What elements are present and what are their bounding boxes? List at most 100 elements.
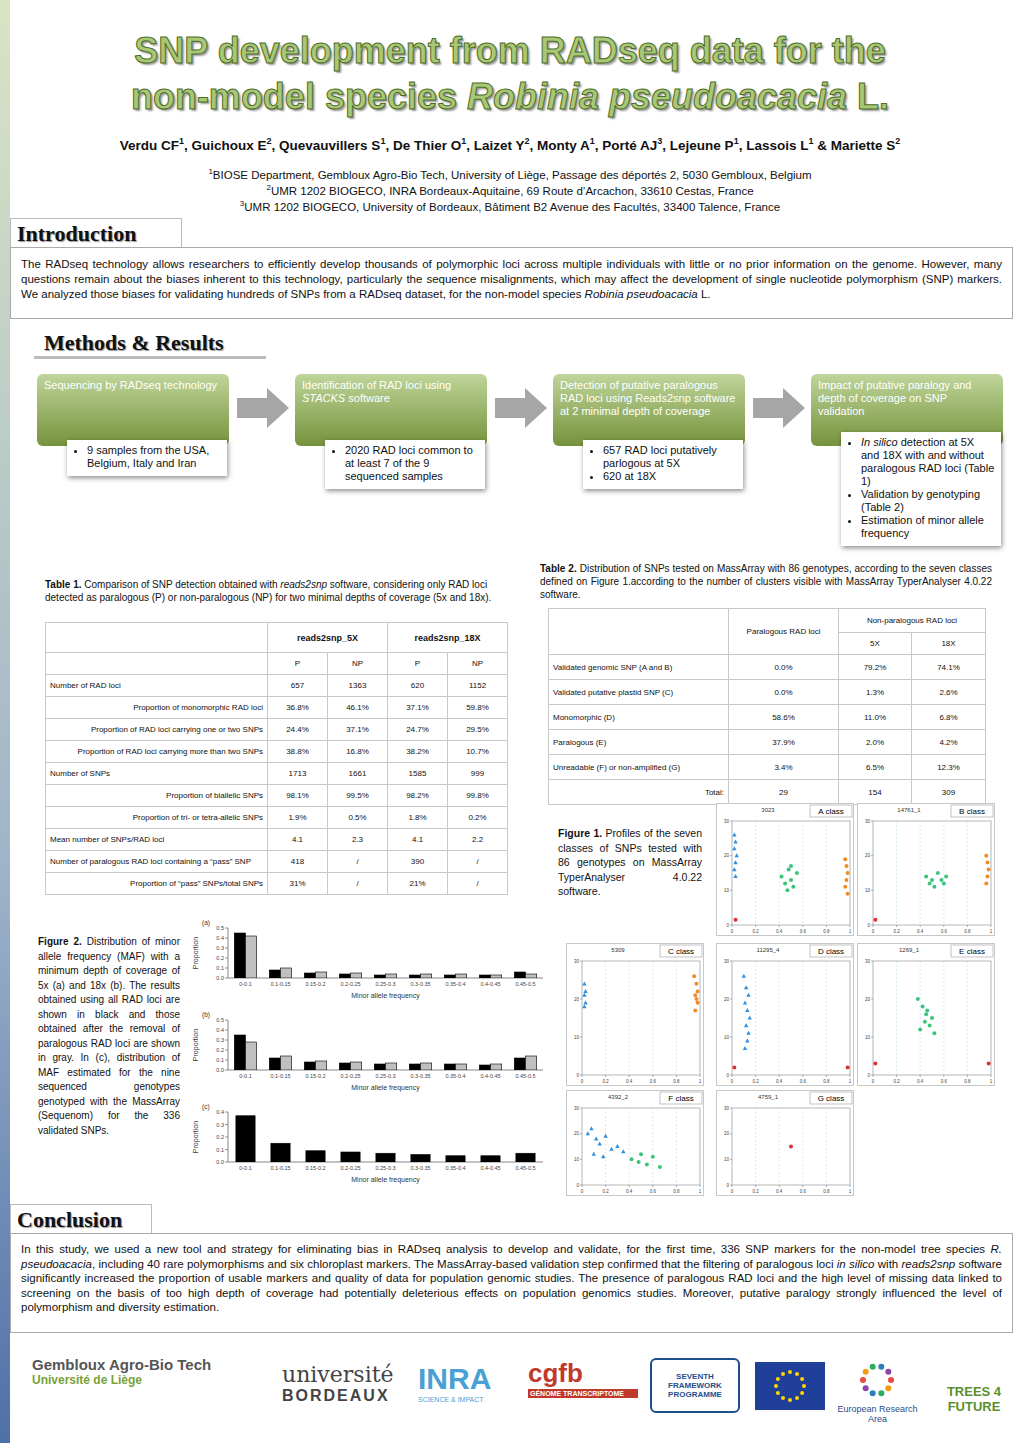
y-tick <box>730 961 732 962</box>
point <box>609 1147 613 1151</box>
point <box>744 985 748 989</box>
y-tick-label: 0.1 <box>216 1147 224 1153</box>
table-row: Proportion of tri- or tetra-allelic SNPs… <box>46 807 508 829</box>
logo: European Research Area <box>835 1360 920 1422</box>
y-tick <box>225 968 228 969</box>
x-tick <box>850 925 851 927</box>
era-emblem <box>855 1360 900 1400</box>
grid-line <box>779 1108 780 1185</box>
point <box>936 871 940 875</box>
y-tick-label: 0.2 <box>216 1047 224 1053</box>
arrow-shape <box>495 388 547 428</box>
bar <box>246 1042 257 1070</box>
y-tick-label: 20 <box>865 997 871 1002</box>
text: 10.7% <box>466 747 489 756</box>
y-tick <box>730 890 732 891</box>
y-tick-label: 0.3 <box>216 1037 224 1043</box>
point <box>744 1023 748 1027</box>
point <box>746 1031 750 1035</box>
panel-title: (a) <box>202 919 210 927</box>
y-tick <box>730 925 732 926</box>
text: 16.8% <box>346 747 369 756</box>
x-tick <box>582 1075 583 1077</box>
text: 24.4% <box>286 725 309 734</box>
scatter-panel: 3023A class00.20.40.60.810102030 <box>716 803 854 936</box>
bar <box>421 1063 432 1070</box>
x-tick <box>967 925 968 927</box>
x-tick-label: 0.8 <box>673 1079 680 1084</box>
era-dot <box>885 1385 891 1391</box>
header-cell: Non-paralogous RAD loci <box>839 609 986 633</box>
table-row: Proportion of biallelic SNPs98.1%99.5%98… <box>46 785 508 807</box>
table-row: Total:29154309 <box>549 780 986 805</box>
author-affiliation: 1 <box>808 136 813 146</box>
point <box>743 1000 747 1004</box>
logo: cgfbGÉNOME TRANSCRIPTOME <box>528 1358 638 1420</box>
x-tick-label: 0.3-0.35 <box>410 1165 430 1171</box>
y-tick-label: 20 <box>574 1131 580 1136</box>
star <box>802 1384 806 1388</box>
cell: 0.0% <box>729 680 839 705</box>
y-tick-label: 10 <box>574 1157 580 1162</box>
logo-text: European Research Area <box>835 1360 920 1424</box>
text: 46.1% <box>346 703 369 712</box>
y-tick-label: 10 <box>574 1035 580 1040</box>
y-tick <box>871 925 873 926</box>
text: 38.8% <box>286 747 309 756</box>
text: 36.8% <box>286 703 309 712</box>
cell: 154 <box>839 780 912 805</box>
row-label: Proportion of “pass” SNPs/total SNPs <box>46 873 268 895</box>
text: 4.1 <box>292 835 303 844</box>
y-tick <box>730 821 732 822</box>
point <box>734 918 738 922</box>
y-tick <box>580 1075 582 1076</box>
y-tick <box>225 1162 228 1163</box>
step-box: Sequencing by RADseq technology <box>37 374 229 446</box>
y-tick-label: 20 <box>724 1131 730 1136</box>
bar <box>236 1116 255 1162</box>
bold-text: Table 2. <box>540 563 577 574</box>
y-tick-label: 0 <box>867 923 870 928</box>
text: 1661 <box>349 769 367 778</box>
side-strip <box>0 0 10 1443</box>
subheader-cell: 5X <box>839 633 912 655</box>
star <box>788 1370 792 1374</box>
y-tick-label: 0.3 <box>216 945 224 951</box>
star <box>795 1396 799 1400</box>
cell: 2.3 <box>328 829 388 851</box>
bar <box>339 974 350 978</box>
bold-text: Table 1. <box>45 579 82 590</box>
y-tick <box>871 999 873 1000</box>
x-tick <box>896 1075 897 1077</box>
bar <box>409 1064 420 1070</box>
text: Introduction <box>17 221 136 246</box>
plot-frame <box>582 1108 700 1185</box>
point <box>582 1004 586 1008</box>
x-tick <box>732 1185 733 1187</box>
cell: 37.1% <box>388 697 448 719</box>
subheader-cell: P <box>268 653 328 675</box>
panel-frame <box>858 944 995 1086</box>
separator: , <box>272 138 280 153</box>
y-axis-title: Proportion <box>192 1029 200 1061</box>
x-tick-label: 0.15-0.2 <box>305 1165 325 1171</box>
author-affiliation: 3 <box>657 136 662 146</box>
x-tick-label: 0.4-0.45 <box>480 1165 500 1171</box>
y-tick <box>225 938 228 939</box>
text: Paralogous RAD loci <box>747 627 821 636</box>
row-label: Number of RAD loci <box>46 675 268 697</box>
x-tick <box>605 1185 606 1187</box>
cell: 2.6% <box>912 680 986 705</box>
grid-line <box>700 961 701 1075</box>
grid-line <box>896 961 897 1075</box>
text: 0.0% <box>774 688 792 697</box>
x-axis-title: Minor allele frequency <box>351 992 420 1000</box>
author-name: Mariette S <box>831 138 896 153</box>
text: 24.7% <box>406 725 429 734</box>
italic-text: STACKS <box>302 392 345 404</box>
author-affiliation: 2 <box>267 136 272 146</box>
y-tick-label: 0.1 <box>216 965 224 971</box>
text: Validated genomic SNP (A and B) <box>553 663 672 672</box>
cell: 36.8% <box>268 697 328 719</box>
affiliation-number: 1 <box>208 167 212 176</box>
